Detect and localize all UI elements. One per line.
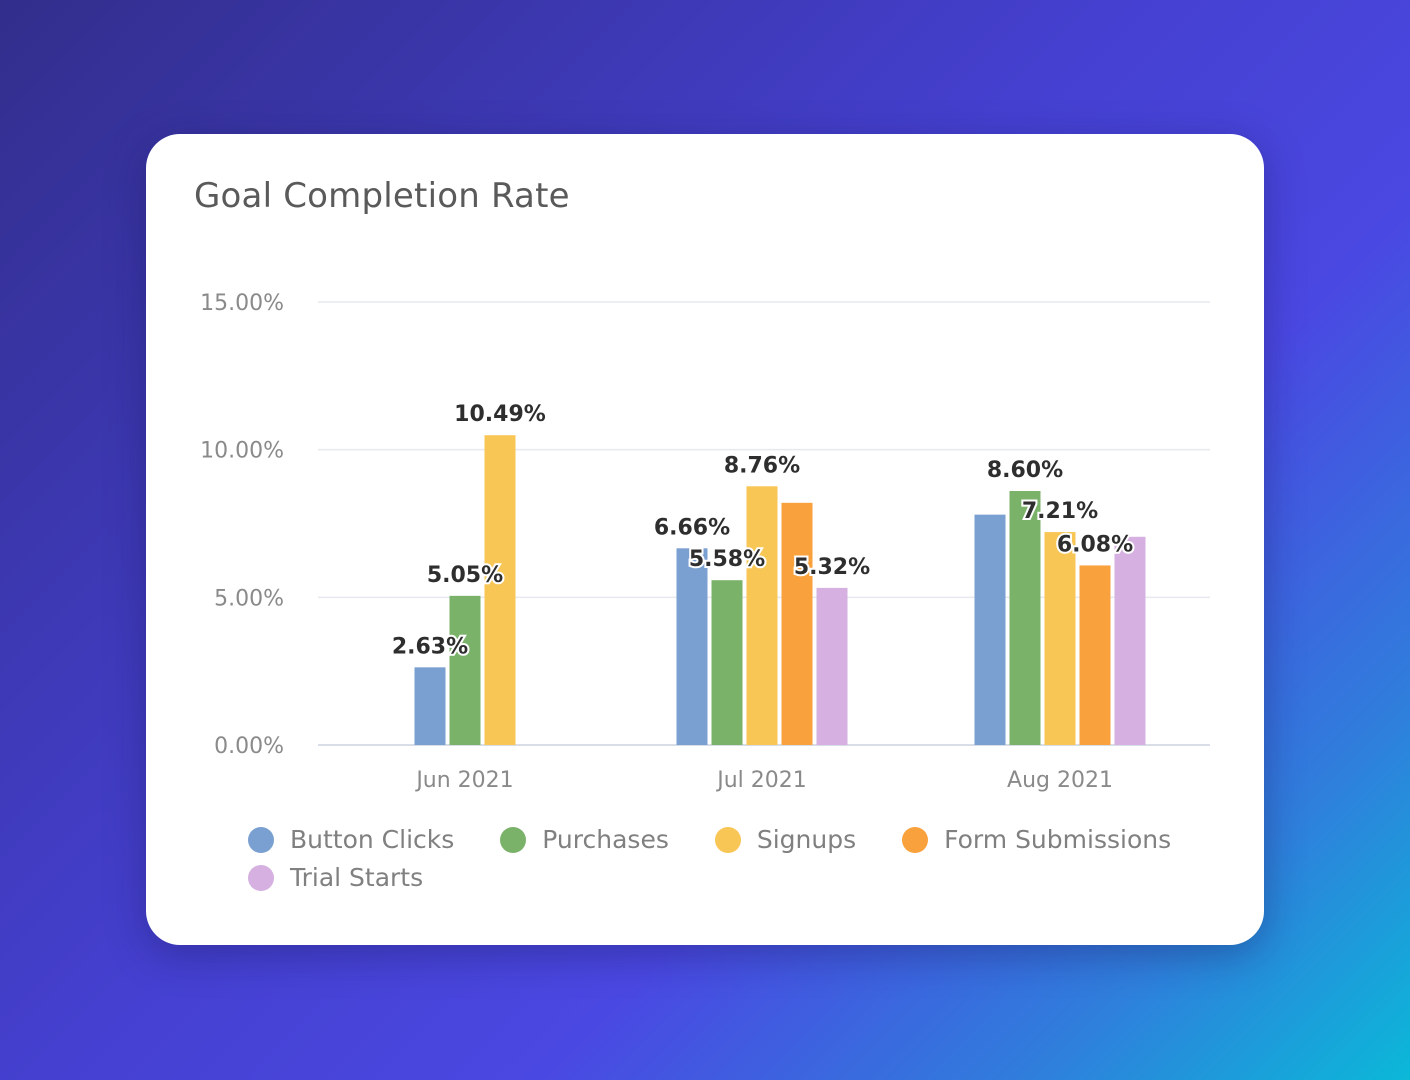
y-tick-label: 10.00% — [200, 439, 284, 464]
bar — [484, 435, 516, 745]
bar — [974, 514, 1006, 745]
legend-label: Purchases — [542, 825, 669, 854]
data-label: 8.60% — [987, 458, 1063, 483]
y-tick-label: 15.00% — [200, 291, 284, 316]
legend-item[interactable]: Button Clicks — [248, 826, 454, 854]
legend-swatch — [500, 827, 527, 853]
data-label: 5.58% — [689, 547, 765, 572]
bar — [746, 486, 778, 745]
legend-label: Signups — [756, 825, 857, 854]
y-tick-label: 5.00% — [214, 586, 284, 611]
chart-title: Goal Completion Rate — [194, 176, 570, 216]
data-label: 5.05% — [427, 563, 503, 588]
legend-swatch — [902, 827, 929, 853]
legend-item[interactable]: Form Submissions — [902, 826, 1171, 854]
data-label: 8.76% — [724, 453, 800, 478]
legend-swatch — [714, 827, 741, 853]
legend-item[interactable]: Signups — [714, 825, 857, 854]
bar — [711, 580, 743, 745]
data-label: 10.49% — [454, 402, 546, 427]
legend-swatch — [248, 865, 274, 891]
legend-label: Form Submissions — [944, 825, 1172, 854]
bar — [1114, 536, 1146, 745]
legend-swatch — [248, 827, 274, 853]
bar — [414, 667, 446, 745]
bar — [816, 587, 848, 745]
bar-chart: 0.00% 5.00% 10.00% 15.00% Jun 2021 Jul 2021 Au… — [200, 291, 1210, 793]
x-tick-label: Jun 2021 — [414, 768, 513, 793]
bar — [781, 502, 813, 745]
legend-item[interactable]: Purchases — [500, 826, 669, 854]
chart-legend: Button Clicks Purchases Signups Form Submis… — [248, 826, 1228, 892]
legend-label: Trial Starts — [290, 863, 424, 892]
bar — [1009, 491, 1041, 745]
legend-item[interactable]: Trial Starts — [248, 864, 423, 892]
data-label: 5.32% — [794, 555, 870, 580]
bar — [1079, 565, 1111, 745]
data-label: 2.63% — [392, 634, 468, 659]
x-tick-label: Aug 2021 — [1007, 768, 1113, 793]
y-tick-label: 0.00% — [214, 734, 284, 759]
data-label: 7.21% — [1022, 499, 1098, 524]
bar — [676, 548, 708, 745]
bar — [1044, 532, 1076, 745]
legend-label: Button Clicks — [290, 825, 455, 854]
x-tick-label: Jul 2021 — [715, 768, 807, 793]
data-label: 6.66% — [654, 515, 730, 540]
bar — [449, 595, 481, 745]
chart-card: Goal Completion Rate 0.00% 5.00% 10.00% 15.… — [146, 134, 1264, 945]
data-label: 6.08% — [1057, 532, 1133, 557]
